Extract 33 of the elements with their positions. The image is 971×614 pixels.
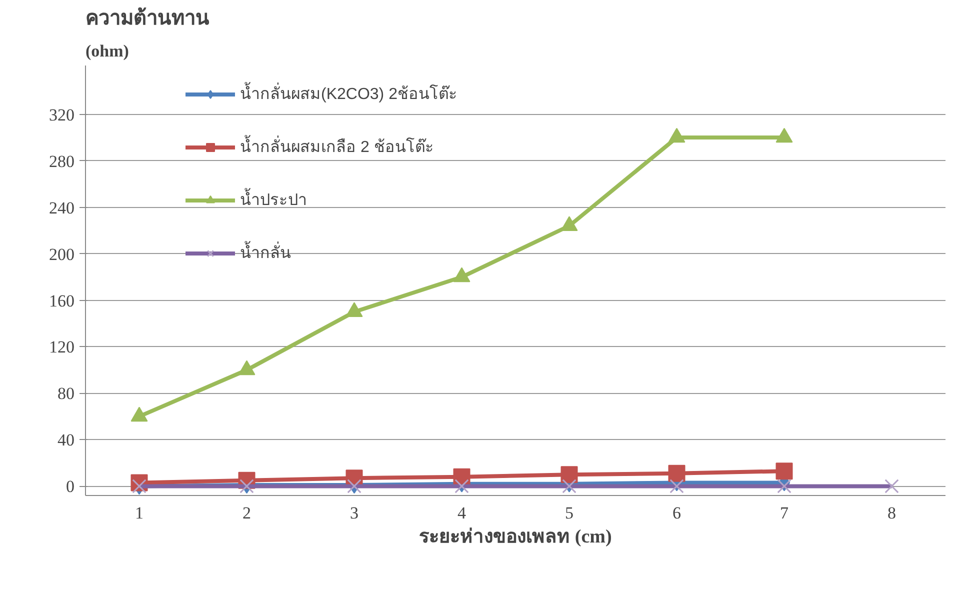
point (668, 128, 686, 143)
y-tick-label: 240 (49, 198, 74, 218)
y-axis-title: ความต้านทาน (86, 6, 210, 30)
x-tick-label: 1 (135, 504, 144, 522)
y-tick-label: 0 (66, 477, 74, 496)
y-tick-label: 320 (49, 105, 74, 124)
legend-label: น้ำกลั่นผสมเกลือ 2 ช้อนโต๊ะ (240, 134, 434, 158)
x-tick-label: 4 (458, 504, 466, 522)
y-tick-label: 120 (49, 338, 74, 357)
y-tick-label: 200 (49, 244, 74, 264)
point (776, 128, 793, 143)
legend-label: น้ำประปา (240, 187, 307, 211)
x-tick-label: 6 (672, 504, 681, 522)
point (668, 464, 686, 482)
x-axis-title: ระยะห่างของเพลท (cm) (419, 526, 612, 548)
point (346, 302, 363, 317)
text: (ohm) (86, 42, 129, 60)
x-tick-label: 5 (565, 504, 574, 522)
legend-label: น้ำกลั่น (240, 240, 291, 264)
x-tick-label: 8 (888, 504, 896, 522)
point (453, 267, 470, 282)
legend-label: น้ำกลั่นผสม(K2CO3) 2ช้อนโต๊ะ (240, 81, 458, 105)
x-tick-label: 2 (242, 504, 251, 522)
y-tick-label: 280 (49, 152, 74, 171)
y-tick-label: 40 (58, 430, 74, 450)
x-tick-label: 7 (780, 504, 789, 522)
point (776, 462, 793, 480)
point (560, 216, 578, 231)
x-tick-label: 3 (350, 504, 358, 522)
point (238, 360, 256, 376)
point (560, 466, 578, 484)
y-tick-label: 80 (58, 384, 74, 404)
y-tick-label: 160 (49, 291, 74, 310)
